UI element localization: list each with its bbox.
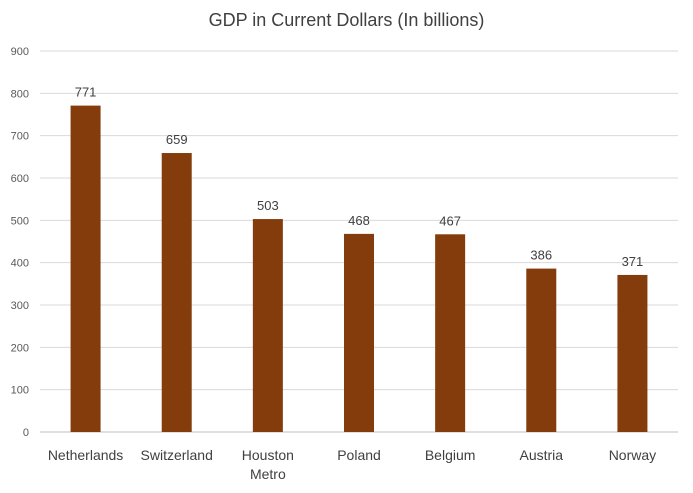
data-label: 468 — [348, 213, 370, 228]
y-tick-label: 200 — [11, 342, 29, 354]
x-tick-label: Belgium — [425, 447, 476, 463]
x-tick-label: Switzerland — [141, 447, 213, 463]
x-tick-label: Austria — [519, 447, 563, 463]
y-tick-label: 100 — [11, 385, 29, 397]
data-label: 467 — [439, 213, 461, 228]
bar — [252, 219, 283, 432]
y-tick-label: 500 — [11, 215, 29, 227]
y-tick-label: 800 — [11, 88, 29, 100]
y-tick-label: 0 — [23, 427, 29, 439]
bar — [617, 274, 648, 432]
y-tick-label: 900 — [11, 46, 29, 58]
x-tick-label: Poland — [337, 447, 381, 463]
bar — [161, 153, 192, 433]
bar — [526, 268, 557, 432]
x-tick-label: Netherlands — [48, 447, 124, 463]
y-tick-label: 600 — [11, 173, 29, 185]
data-label: 771 — [75, 85, 97, 100]
y-tick-label: 700 — [11, 131, 29, 143]
x-tick-label: Norway — [609, 447, 656, 463]
data-label: 503 — [257, 198, 279, 213]
y-tick-label: 400 — [11, 258, 29, 270]
bar — [435, 234, 466, 432]
chart-title: GDP in Current Dollars (In billions) — [208, 10, 485, 30]
data-label: 371 — [622, 254, 644, 269]
y-tick-label: 300 — [11, 300, 29, 312]
bar — [344, 233, 374, 432]
x-tick-label: Houston Metro — [242, 447, 294, 482]
bar — [70, 105, 101, 433]
data-label: 386 — [530, 248, 552, 263]
data-label: 659 — [166, 132, 188, 147]
